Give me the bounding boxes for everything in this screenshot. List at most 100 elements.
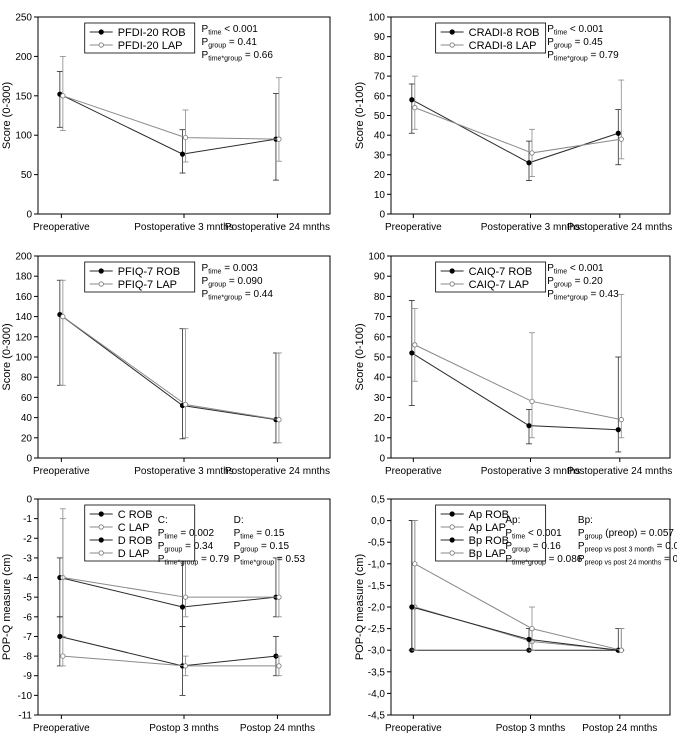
y-tick-label: -1,0 [368, 559, 386, 570]
y-axis-label: Score (0-300) [1, 323, 13, 390]
stat-line: Ptime*group = 0.66 [202, 50, 274, 63]
data-point [276, 136, 282, 142]
data-point [409, 350, 415, 356]
stat-line: Ptime = 0.003 [202, 263, 259, 276]
stat-line: Ptime = 0.15 [234, 528, 285, 541]
data-point [618, 647, 624, 653]
stat-group-heading: D: [234, 515, 244, 526]
y-tick-label: 0 [26, 454, 32, 465]
data-point [182, 663, 189, 669]
x-tick-label: Postoperative 3 mnths [481, 222, 581, 233]
x-tick-label: Postoperative 24 mnths [567, 222, 672, 233]
y-tick-label: 70 [374, 72, 386, 83]
legend-marker [449, 29, 455, 35]
stat-line: Ppreop vs post 3 month = 0.002 [578, 541, 677, 554]
data-point [182, 594, 189, 600]
y-tick-label: 180 [15, 272, 32, 283]
y-axis-label: Score (0-100) [354, 82, 366, 149]
y-tick-label: 10 [374, 190, 386, 201]
legend-label: C ROB [118, 509, 153, 521]
legend-label: C LAP [118, 522, 150, 534]
y-tick-label: 200 [15, 52, 32, 63]
x-tick-label: Preoperative [385, 723, 442, 733]
stat-line: Ptime = 0.002 [158, 528, 215, 541]
legend-marker [98, 537, 104, 543]
y-tick-label: -2,0 [368, 603, 386, 614]
legend-label: D ROB [118, 535, 153, 547]
series-line [62, 655, 279, 667]
stat-line: Pgroup = 0.16 [505, 541, 561, 554]
y-axis-label: POP-Q measure (cm) [354, 554, 366, 660]
legend-marker [449, 550, 455, 556]
y-tick-label: -2,5 [368, 624, 386, 635]
x-tick-label: Postop 3 mnths [149, 723, 218, 733]
legend-box [435, 261, 547, 293]
legend-label: CRADI-8 LAP [469, 40, 537, 52]
legend-marker [449, 537, 455, 543]
series-line [411, 606, 619, 651]
y-tick-label: 160 [15, 292, 32, 303]
y-tick-label: -4 [23, 573, 32, 584]
legend-label: D LAP [118, 548, 150, 560]
legend-marker [98, 524, 104, 530]
y-tick-label: 60 [21, 393, 33, 404]
legend-marker [98, 42, 104, 48]
x-tick-label: Postop 24 mnths [240, 723, 315, 733]
legend-label: CAIQ-7 LAP [469, 279, 530, 291]
x-tick-label: Preoperative [385, 466, 442, 477]
legend-marker [449, 524, 455, 530]
legend-marker [98, 268, 104, 274]
series-line [414, 107, 622, 154]
y-tick-label: 30 [374, 393, 386, 404]
y-tick-label: 0 [26, 210, 32, 221]
series-line [62, 577, 279, 598]
y-tick-label: 120 [15, 332, 32, 343]
stat-line: Pgroup = 0.41 [202, 37, 258, 50]
series-line [59, 635, 276, 667]
legend-label: Ap ROB [469, 509, 509, 521]
y-tick-label: 30 [374, 150, 386, 161]
y-tick-label: -9 [23, 671, 32, 682]
y-tick-label: 50 [374, 111, 386, 122]
y-tick-label: 250 [15, 13, 32, 24]
x-tick-label: Postoperative 3 mnths [481, 466, 581, 477]
stat-line: Pgroup (preop) = 0.057 [578, 528, 674, 541]
data-point [526, 423, 532, 429]
stat-line: Ptime*group = 0.43 [547, 289, 619, 302]
chart-panel-6: -4,5 -4,0 -3,5 -3,0 -2,5 -2,0 -1,5 -1,0 -0,5 0,0 0… [354, 495, 677, 733]
stat-line: Pgroup = 0.45 [547, 37, 603, 50]
stat-line: Ptime < 0.001 [202, 24, 259, 37]
y-tick-label: -1,5 [368, 581, 386, 592]
x-tick-label: Postoperative 24 mnths [567, 466, 672, 477]
y-tick-label: 20 [21, 433, 33, 444]
data-point [276, 417, 282, 423]
data-point [526, 636, 532, 643]
y-tick-label: -3,5 [368, 667, 386, 678]
series-line [59, 314, 277, 421]
y-tick-label: 140 [15, 312, 32, 323]
y-tick-label: -2 [23, 534, 32, 545]
legend-label: PFDI-20 LAP [118, 40, 183, 52]
y-tick-label: 80 [21, 373, 33, 384]
data-point [412, 105, 418, 111]
y-tick-label: 0 [379, 454, 385, 465]
x-tick-label: Postoperative 24 mnths [225, 222, 330, 233]
legend-box [84, 261, 196, 293]
y-tick-label: 90 [374, 32, 386, 43]
y-tick-label: -3,0 [368, 646, 386, 657]
y-tick-label: 60 [374, 91, 386, 102]
stat-line: Pgroup = 0.090 [202, 276, 263, 289]
series-line [414, 344, 622, 421]
y-tick-label: 70 [374, 312, 386, 323]
legend-marker [98, 550, 104, 556]
legend-label: Ap LAP [469, 522, 506, 534]
y-tick-label: -5 [23, 593, 32, 604]
legend-marker [98, 281, 104, 287]
x-tick-label: Preoperative [33, 222, 90, 233]
y-tick-label: 20 [374, 170, 386, 181]
stat-line: Ptime < 0.001 [547, 24, 604, 37]
y-tick-label: -4,0 [368, 689, 386, 700]
series-line [414, 606, 622, 651]
legend-label: PFIQ-7 LAP [118, 279, 177, 291]
